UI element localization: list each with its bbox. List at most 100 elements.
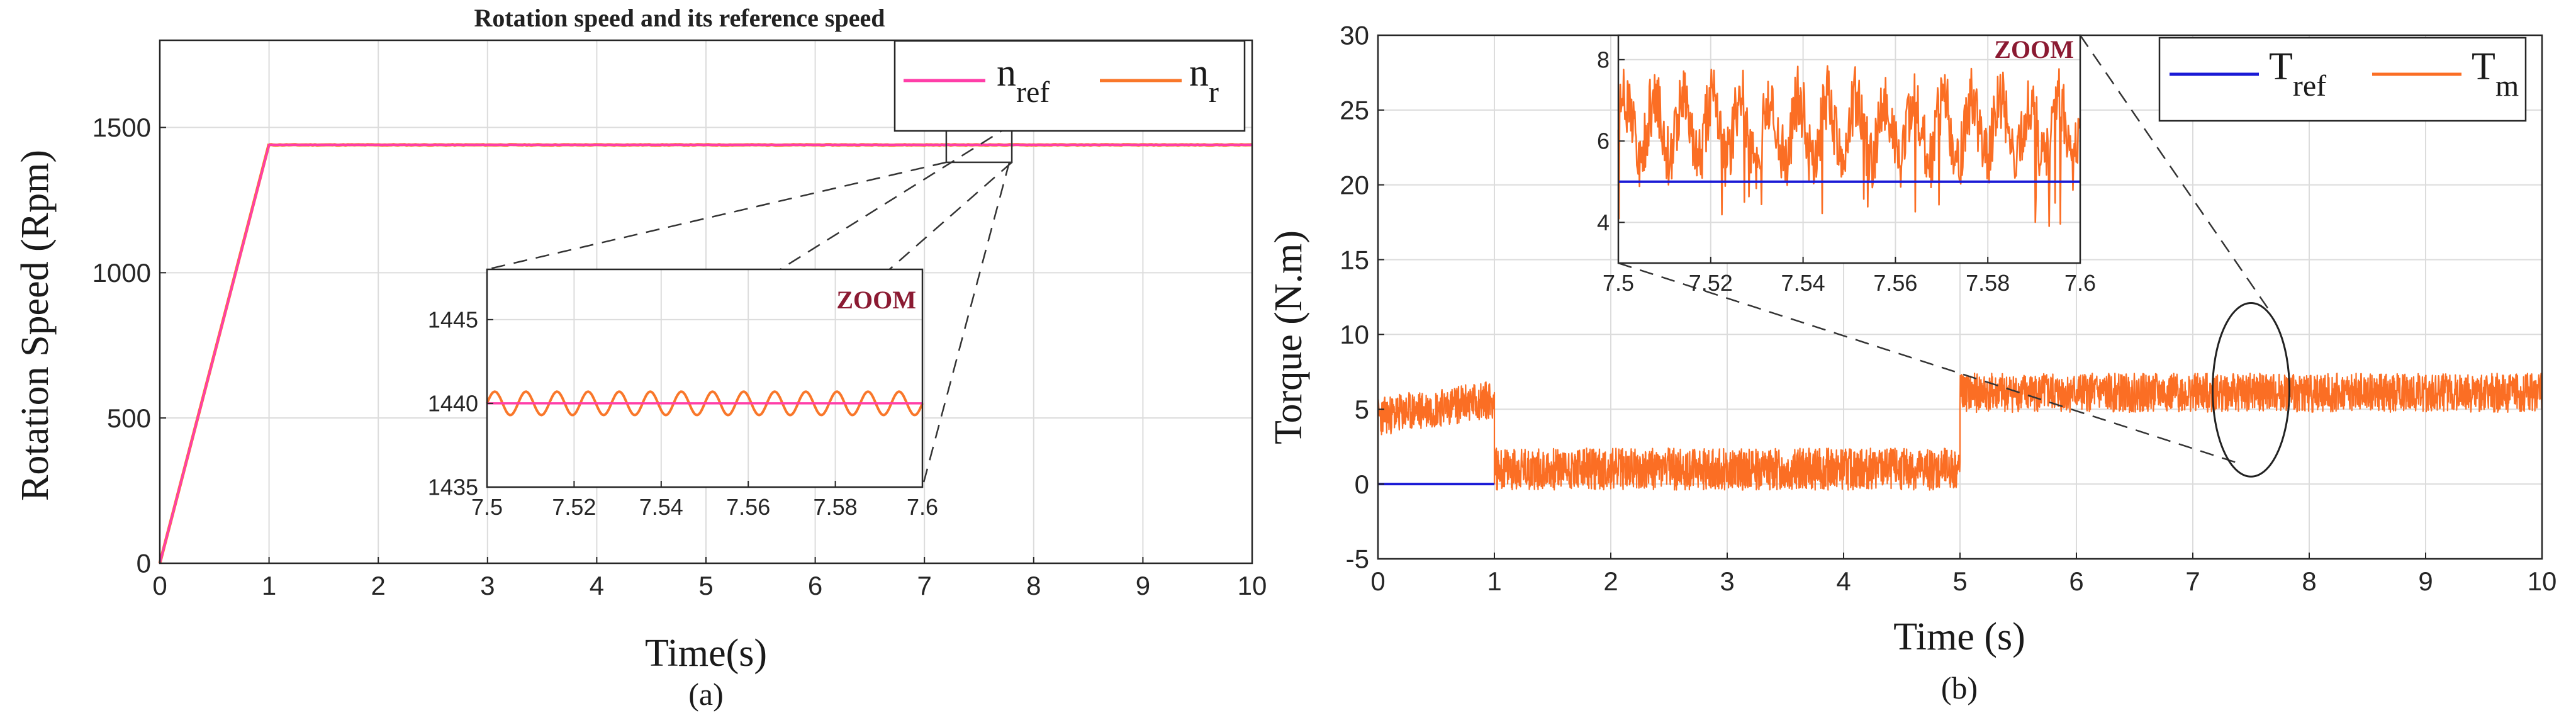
panel-b-x-tick-label: 5 (1952, 566, 1967, 596)
panel-a-y-tick-label: 500 (107, 403, 151, 433)
panel-a-x-tick-label: 4 (590, 571, 604, 600)
panel-a-title: Rotation speed and its reference speed (474, 4, 885, 32)
panel-b-x-tick-label: 10 (2528, 566, 2557, 596)
panel-a-inset-y-tick-label: 1435 (428, 475, 478, 500)
panel-b-legend-box (2158, 37, 2527, 122)
panel-b-inset: 7.5 7.52 7.54 7.56 7.58 7.6 4 6 8 ZOOM (1597, 34, 2096, 296)
panel-a-x-axis-label: Time(s) (645, 632, 767, 675)
panel-a-inset-y-ticks: 1435 1440 1445 (428, 306, 493, 500)
panel-a-x-tick-label: 5 (698, 571, 713, 600)
panel-a-inset-x-tick-label: 7.56 (726, 494, 770, 520)
panel-b-x-ticks: 0 1 2 3 4 5 6 7 8 9 10 (1370, 553, 2556, 596)
panel-b-inset-plot (1617, 65, 2081, 227)
panel-a-x-ticks: 0 1 2 3 4 5 6 7 8 9 10 (152, 557, 1267, 600)
panel-b-x-tick-label: 0 (1370, 566, 1385, 596)
panel-a-inset-x-tick-label: 7.6 (907, 494, 938, 520)
panel-a-y-tick-label: 0 (137, 549, 151, 578)
panel-b-inset-y-ticks: 4 6 8 (1597, 47, 1625, 235)
panel-b-x-tick-label: 8 (2302, 566, 2316, 596)
panel-b-x-tick-label: 4 (1836, 566, 1851, 596)
panel-b-x-tick-label: 7 (2185, 566, 2200, 596)
legend-n-ref-main: n (997, 52, 1016, 94)
panel-b-x-axis-label: Time (s) (1893, 615, 2025, 658)
panel-b-x-tick-label: 1 (1487, 566, 1501, 596)
legend-label-t-ref: Tref (2269, 45, 2326, 103)
panel-b-inset-x-tick-label: 7.56 (1873, 270, 1917, 296)
panel-a-inset-zoom-label: ZOOM (836, 286, 916, 314)
panel-a-y-axis-label: Rotation Speed (Rpm) (14, 150, 57, 501)
panel-b-plot-area (1377, 373, 2543, 491)
panel-b-zoom-ellipse (2211, 302, 2291, 478)
panel-a-zoom-connectors (486, 123, 1012, 488)
panel-b-y-tick-label: 30 (1340, 21, 1369, 50)
panel-a-inset-y-tick-label: 1440 (428, 391, 478, 417)
zoom-connector-line (921, 162, 1011, 488)
legend-t-m-main: T (2472, 45, 2495, 88)
zoom-connector-line (780, 123, 1012, 271)
panel-a-x-tick-label: 6 (808, 571, 822, 600)
panel-b-zoom-connectors (1618, 35, 2271, 464)
panel-b-inset-x-tick-label: 7.52 (1689, 270, 1733, 296)
panel-a-caption: (a) (688, 677, 724, 712)
panel-a-inset-background (487, 269, 922, 487)
zoom-connector-line (1618, 262, 2240, 464)
legend-n-r-sub: r (1209, 76, 1219, 109)
panel-b-inset-zoom-label: ZOOM (1994, 35, 2074, 64)
panel-b-y-tick-label: 5 (1355, 395, 1369, 424)
panel-a-inset-y-tick-label: 1445 (428, 306, 478, 332)
panel-a-x-tick-label: 10 (1238, 571, 1267, 600)
panel-a-inset-x-tick-label: 7.52 (552, 494, 596, 520)
panel-b-y-ticks: -5 0 5 10 15 20 25 30 (1340, 21, 1384, 574)
panel-b-inset-x-tick-label: 7.6 (2064, 270, 2096, 296)
panel-a-y-ticks: 0 500 1000 1500 (92, 113, 166, 578)
legend-t-ref-main: T (2269, 45, 2293, 88)
legend-label-n-r: nr (1189, 52, 1219, 109)
panel-b-legend: Tref Tm (2158, 37, 2527, 122)
panel-b-y-axis-label: Torque (N.m) (1267, 230, 1310, 444)
panel-a-inset-x-ticks: 7.5 7.52 7.54 7.56 7.58 7.6 (471, 481, 938, 520)
legend-label-n-ref: nref (997, 52, 1050, 109)
panel-b-x-tick-label: 9 (2418, 566, 2433, 596)
legend-n-ref-sub: ref (1016, 76, 1050, 109)
legend-label-t-m: Tm (2472, 45, 2519, 103)
zoom-connector-line (486, 161, 947, 271)
panel-b-caption: (b) (1941, 670, 1978, 705)
panel-a-inset-x-tick-label: 7.5 (471, 494, 503, 520)
panel-a-inset-plot (486, 390, 924, 417)
panel-b-y-tick-label: 20 (1340, 170, 1369, 200)
legend-n-r-main: n (1189, 52, 1209, 94)
panel-a-x-tick-label: 2 (371, 571, 386, 600)
panel-b-inset-y-tick-label: 8 (1597, 47, 1610, 72)
panel-b-inset-x-ticks: 7.5 7.52 7.54 7.56 7.58 7.6 (1603, 257, 2096, 296)
panel-a-inset-x-tick-label: 7.54 (639, 494, 683, 520)
inset-series-t-m (1617, 65, 2081, 227)
panel-b-inset-frame (1617, 34, 2081, 264)
panel-a: Rotation speed and its reference speed 0… (14, 4, 1267, 712)
panel-b-y-tick-label: 15 (1340, 245, 1369, 274)
series-line-n-ref (159, 143, 1252, 564)
panel-b-x-tick-label: 6 (2069, 566, 2083, 596)
panel-b-x-tick-label: 2 (1603, 566, 1618, 596)
zoom-connector-line (2079, 35, 2271, 313)
panel-a-x-tick-label: 8 (1026, 571, 1041, 600)
panel-b-inset-y-tick-label: 4 (1597, 210, 1610, 235)
panel-a-inset: 7.5 7.52 7.54 7.56 7.58 7.6 1435 1440 1445 ZOOM (428, 268, 938, 520)
panel-b-inset-x-tick-label: 7.5 (1603, 270, 1634, 296)
panel-a-x-tick-label: 3 (480, 571, 495, 600)
legend-t-ref-sub: ref (2293, 69, 2326, 103)
panel-a-inset-x-tick-label: 7.58 (814, 494, 858, 520)
panel-b-y-tick-label: 25 (1340, 96, 1369, 125)
panel-b-inset-y-tick-label: 6 (1597, 128, 1610, 154)
panel-b-inset-x-tick-label: 7.58 (1966, 270, 2010, 296)
panel-a-x-tick-label: 9 (1136, 571, 1150, 600)
panel-a-plot-area (158, 143, 1253, 564)
panel-a-y-tick-label: 1000 (92, 258, 151, 288)
panel-a-x-tick-label: 7 (917, 571, 932, 600)
panel-a-x-tick-label: 1 (262, 571, 276, 600)
panel-b-x-tick-label: 3 (1720, 566, 1734, 596)
panel-a-inset-frame (486, 268, 924, 488)
panel-b-y-tick-label: 0 (1355, 469, 1369, 499)
